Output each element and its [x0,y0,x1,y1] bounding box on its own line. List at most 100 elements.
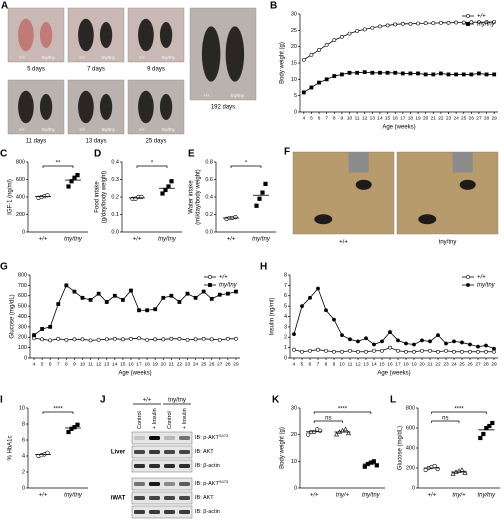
genotype-label: tny/tny [42,55,56,60]
blot-band [134,496,145,500]
photo-caption: 7 days [87,67,105,73]
x-axis-label: Age (weeks) [382,125,415,131]
marker [40,327,45,331]
photo: +/+ tny/tny [127,7,185,63]
blot-band [149,450,160,454]
y-tick-label: 500 [18,304,27,310]
x-tick-label: 18 [403,361,409,367]
x-tick-label: 10 [339,361,345,367]
blot-band [179,464,190,468]
series-line [303,71,495,93]
blot-band [149,482,160,486]
marker [316,347,320,352]
x-tick-label: 15 [379,361,385,367]
x-tick-label: 19 [153,361,159,367]
marker [400,71,405,76]
marker [356,339,360,344]
marker [145,337,150,342]
panel-letter: D [94,149,101,160]
x-tick-label: tny/tny [64,493,83,499]
genotype-label: +/+ [203,93,210,98]
antibody-name: IB: AKT [195,449,214,455]
marker [466,283,470,287]
marker [96,337,101,342]
y-tick-label: 800 [16,159,25,165]
marker [404,349,408,354]
marker [370,70,375,75]
cage-photo [292,151,395,235]
marker [454,20,459,25]
mouse [314,214,333,225]
marker [153,307,158,312]
photo-bg [67,79,125,135]
marker [484,343,488,348]
marker [484,349,488,354]
x-tick-label: 7 [317,361,320,367]
y-tick-label: 30 [291,405,297,411]
genotype-label: tny/tny [162,55,176,60]
sig-bracket [42,411,74,414]
sig-label: * [245,161,248,167]
x-tick-label: 22 [177,361,183,367]
treatment-label: + Insulin [152,408,158,429]
cage-photo [396,151,499,235]
marker [412,342,416,347]
marker [372,342,376,347]
marker [324,308,328,313]
x-tick-label: 8 [65,361,68,367]
x-tick-label: +/+ [427,493,436,499]
mouse [459,179,476,190]
marker [75,173,80,178]
x-tick-label: 4 [302,115,305,121]
genotype-label: +/+ [79,55,86,60]
marker [257,196,262,201]
marker [416,21,420,26]
marker [193,295,198,300]
marker [225,336,230,341]
marker [462,470,468,475]
marker [436,349,440,354]
y-axis-label: (g/day/body weight) [102,171,108,223]
x-tick-label: +/+ [133,237,142,243]
panel-letter: A [1,1,8,12]
marker [225,291,230,296]
x-tick-label: +/+ [39,493,48,499]
y-tick-label: 0.4 [205,194,213,200]
antibody-name: IB: β-actin [195,463,220,469]
y-axis-label: IGF-1 (ng/ml) [8,179,14,215]
marker [40,337,45,342]
marker [161,337,166,342]
marker [412,349,416,354]
marker [217,337,222,342]
marker [362,70,367,75]
photo-bg [127,79,185,135]
marker [431,21,436,26]
marker [88,338,93,343]
y-tick-label: 0.1 [111,212,119,218]
x-tick-label: 12 [96,361,102,367]
mouse [99,22,113,48]
blot-strip [131,491,193,505]
marker [438,20,443,25]
sig-bracket [42,165,74,168]
x-tick-label: 14 [377,115,383,121]
x-tick-label: 26 [209,361,215,367]
marker [300,304,304,309]
x-tick-label: 9 [341,115,344,121]
marker [444,341,448,346]
y-tick-label: 10 [291,459,297,465]
y-tick-label: 100 [18,345,27,351]
x-tick-label: 29 [491,361,497,367]
marker [362,27,367,32]
marker [169,336,174,341]
x-tick-label: 27 [475,361,481,367]
blot-strip [131,459,193,473]
x-tick-label: tny/tny [158,237,177,243]
marker [48,338,53,343]
x-tick-label: tny/tny [64,237,83,243]
marker [438,71,443,76]
series-line [303,21,495,61]
marker [104,337,109,342]
marker [120,337,125,342]
marker [308,348,312,353]
